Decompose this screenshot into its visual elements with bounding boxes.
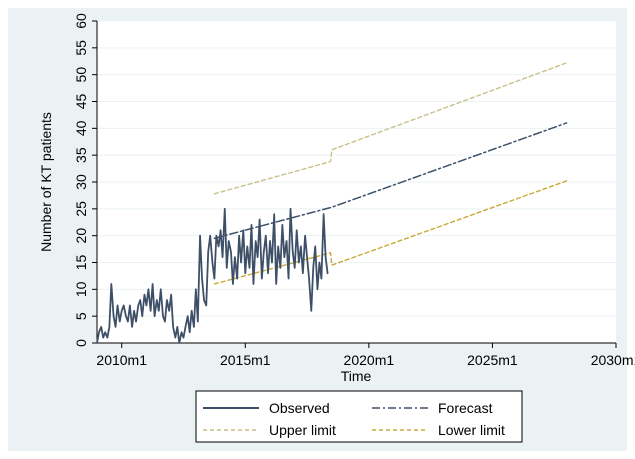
legend-label-lower: Lower limit (438, 422, 505, 438)
y-tick-label-60: 60 (73, 13, 89, 29)
legend-label-upper: Upper limit (269, 422, 336, 438)
y-tick-label-35: 35 (73, 147, 89, 163)
x-tick-label-2030: 2030m1 (591, 352, 635, 368)
y-tick-label-5: 5 (73, 312, 89, 320)
x-axis-title: Time (341, 368, 372, 384)
y-tick-label-50: 50 (73, 67, 89, 83)
x-tick-label-2010: 2010m1 (96, 352, 147, 368)
y-tick-label-25: 25 (73, 201, 89, 217)
y-axis-ticks: 0 5 10 15 20 25 30 35 40 45 50 55 60 (73, 13, 97, 347)
grid-lines (97, 20, 616, 317)
y-tick-label-40: 40 (73, 120, 89, 136)
y-tick-label-0: 0 (73, 339, 89, 347)
x-tick-label-2020: 2020m1 (344, 352, 395, 368)
legend: Observed Forecast Upper limit Lower limi… (195, 390, 523, 443)
series-line-lower-limit (213, 180, 568, 285)
series-line-observed (96, 207, 329, 344)
legend-label-forecast: Forecast (438, 400, 493, 416)
y-tick-label-10: 10 (73, 281, 89, 297)
y-tick-label-20: 20 (73, 228, 89, 244)
series-line-forecast (213, 122, 568, 240)
series-layer (96, 62, 568, 344)
y-tick-label-55: 55 (73, 40, 89, 56)
x-tick-label-2025: 2025m1 (467, 352, 518, 368)
legend-box (195, 390, 523, 443)
legend-label-observed: Observed (269, 400, 330, 416)
x-axis-ticks: 2010m1 2015m1 2020m1 2025m1 2030m1 (96, 343, 635, 368)
y-tick-label-45: 45 (73, 94, 89, 110)
y-axis-title: Number of KT patients (38, 112, 54, 252)
series-line-upper-limit (213, 62, 568, 195)
x-tick-label-2015: 2015m1 (220, 352, 271, 368)
y-tick-label-30: 30 (73, 174, 89, 190)
y-tick-label-15: 15 (73, 255, 89, 271)
